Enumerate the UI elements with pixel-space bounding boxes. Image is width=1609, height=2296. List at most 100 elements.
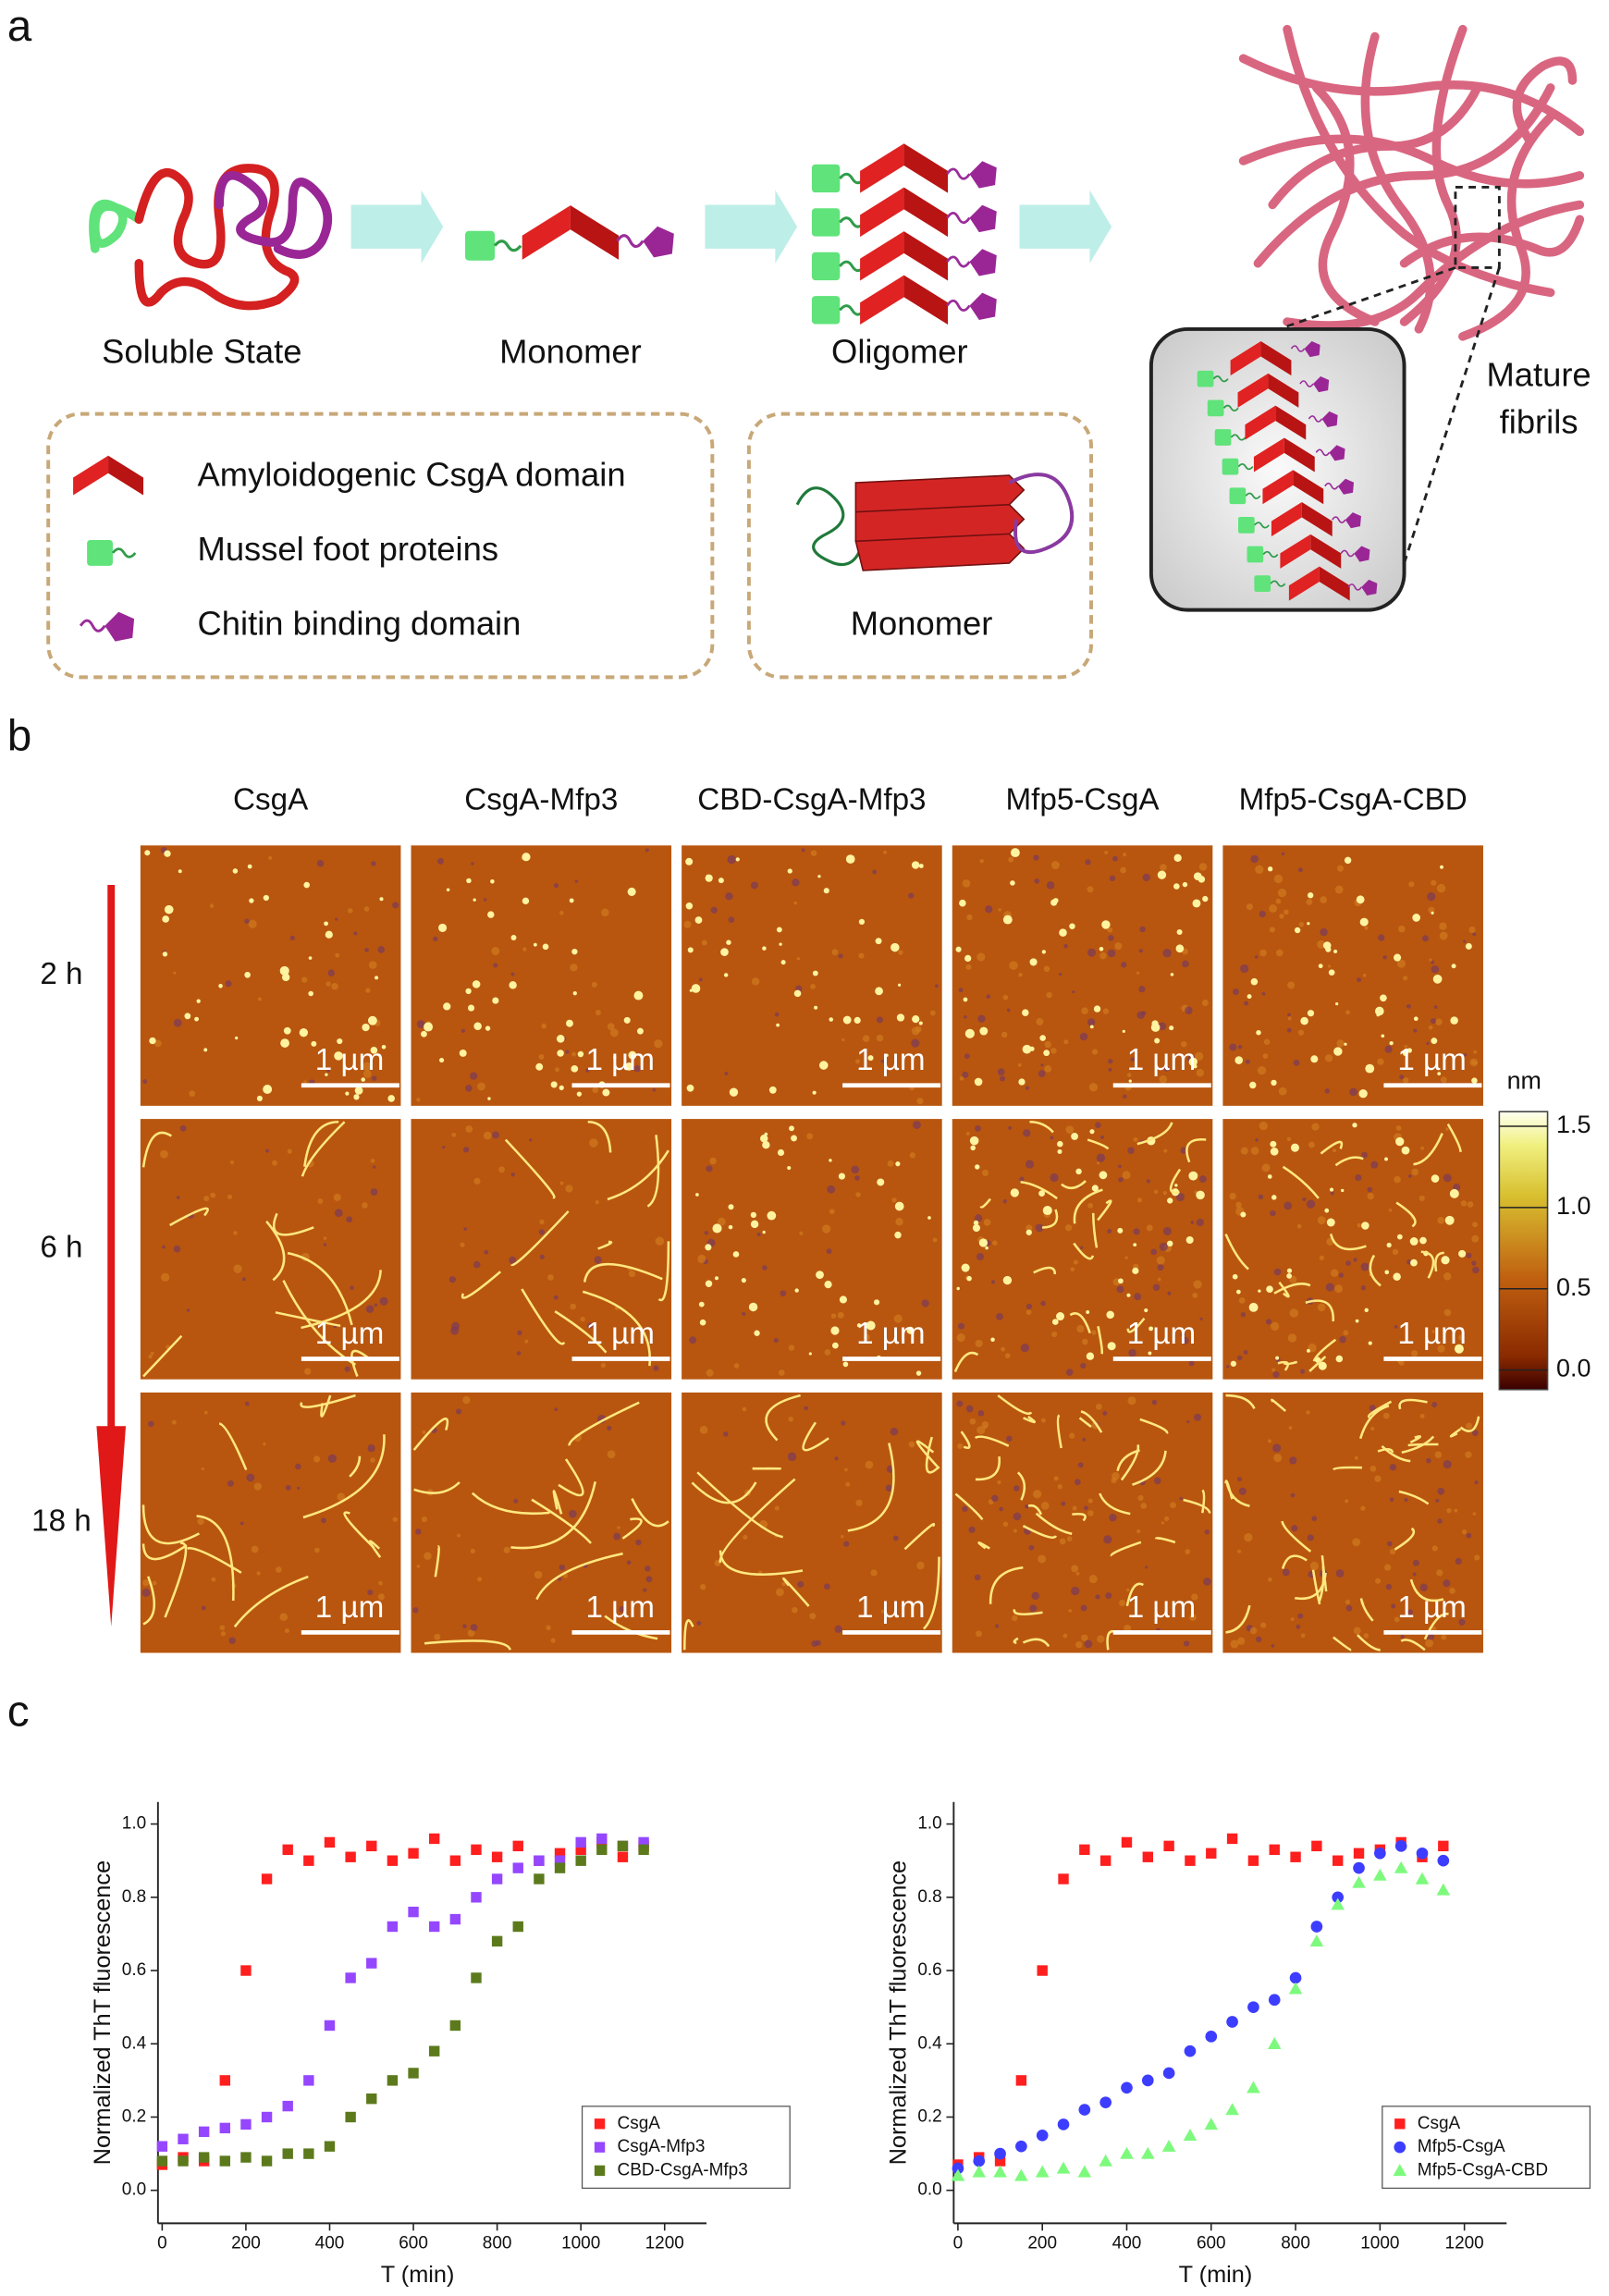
afm-texture — [1394, 1325, 1398, 1329]
afm-particle — [689, 988, 693, 992]
data-point — [240, 2118, 252, 2130]
data-point — [1057, 2118, 1070, 2130]
afm-fibril — [1420, 1250, 1435, 1279]
afm-particle — [572, 991, 577, 996]
afm-fibril — [1333, 1636, 1352, 1651]
afm-particle — [1333, 1047, 1343, 1056]
data-point — [554, 1855, 566, 1866]
afm-texture — [1440, 1076, 1447, 1084]
afm-particle — [978, 1238, 989, 1247]
afm-texture — [811, 1639, 818, 1647]
afm-texture — [809, 1613, 817, 1620]
afm-texture — [1273, 1268, 1282, 1276]
afm-texture — [1272, 1370, 1280, 1379]
stage-label: Soluble State — [102, 332, 301, 370]
afm-particle — [732, 1251, 740, 1258]
afm-texture — [203, 1196, 210, 1202]
afm-fibril — [1016, 1471, 1026, 1501]
afm-texture — [1471, 1060, 1476, 1064]
afm-texture — [1017, 1062, 1022, 1067]
afm-texture — [1114, 942, 1123, 951]
afm-particle — [467, 1004, 475, 1012]
afm-particle — [895, 1161, 901, 1167]
afm-texture — [327, 1454, 338, 1463]
afm-fibril — [461, 1271, 502, 1299]
afm-particle — [1324, 1208, 1330, 1213]
afm-texture — [1038, 1554, 1047, 1564]
afm-particle — [1384, 1157, 1388, 1161]
afm-texture — [1105, 1592, 1112, 1600]
afm-texture — [1412, 1559, 1419, 1566]
afm-texture — [1013, 1529, 1017, 1533]
afm-particle — [387, 1095, 395, 1102]
afm-particle — [762, 946, 767, 951]
afm-fibril — [1278, 1281, 1290, 1298]
afm-texture — [253, 1482, 263, 1491]
afm-texture — [1040, 1300, 1046, 1307]
afm-particle — [1410, 1259, 1418, 1267]
afm-texture — [1050, 861, 1060, 869]
afm-particle — [522, 853, 531, 862]
afm-texture — [275, 1566, 282, 1573]
afm-particle — [1344, 1042, 1347, 1046]
afm-texture — [421, 1516, 428, 1523]
afm-texture — [371, 1075, 377, 1081]
csga-icon — [522, 205, 620, 260]
data-point — [156, 2155, 168, 2167]
afm-texture — [534, 1570, 543, 1579]
afm-particle — [1359, 917, 1369, 927]
afm-fibril — [320, 1394, 332, 1418]
afm-texture — [1431, 879, 1437, 886]
afm-texture — [1273, 1454, 1283, 1463]
x-tick-label: 0 — [953, 2234, 964, 2253]
afm-texture — [1377, 1058, 1384, 1065]
afm-particle — [263, 894, 269, 902]
afm-particle — [1376, 1013, 1380, 1017]
afm-texture — [362, 1062, 372, 1072]
afm-texture — [558, 1577, 562, 1581]
y-axis-title: Normalized ThT fluorescence — [90, 1860, 116, 2165]
afm-texture — [601, 908, 609, 917]
afm-particle — [918, 1021, 923, 1025]
afm-particle — [194, 1016, 199, 1022]
afm-particle — [854, 1016, 861, 1025]
afm-particle — [1148, 1326, 1154, 1332]
afm-particle — [311, 1040, 317, 1047]
data-point — [1247, 2001, 1259, 2013]
afm-texture — [1229, 1043, 1237, 1051]
afm-particle — [970, 1145, 976, 1151]
afm-texture — [256, 1571, 261, 1576]
afm-particle — [1154, 1037, 1161, 1044]
afm-texture — [863, 1333, 870, 1341]
afm-texture — [1255, 865, 1264, 874]
afm-texture — [796, 956, 801, 961]
data-point — [1225, 2103, 1239, 2116]
afm-texture — [1186, 1419, 1190, 1424]
afm-texture — [1296, 1223, 1302, 1229]
afm-particle — [1368, 1341, 1372, 1345]
afm-texture — [314, 1547, 320, 1553]
afm-particle — [325, 1073, 328, 1076]
afm-texture — [517, 1330, 522, 1336]
afm-particle — [178, 869, 182, 874]
afm-particle — [1039, 1035, 1046, 1041]
afm-particle — [750, 1220, 759, 1229]
afm-texture — [462, 1624, 467, 1628]
afm-fibril — [1097, 1199, 1112, 1222]
afm-texture — [219, 1625, 226, 1631]
data-point — [1058, 1873, 1069, 1885]
afm-fibril — [1318, 1565, 1325, 1602]
afm-fibril — [1099, 1492, 1131, 1516]
afm-fibril — [169, 1207, 209, 1227]
x-tick-label: 1000 — [561, 2234, 600, 2253]
afm-particle — [831, 1342, 839, 1349]
afm-fibril — [1061, 1180, 1087, 1190]
afm-texture — [1162, 1226, 1172, 1236]
data-point — [449, 1855, 461, 1866]
inset — [1148, 326, 1406, 612]
afm-fibril — [1013, 1609, 1043, 1615]
afm-texture — [1431, 964, 1440, 974]
afm-texture — [1075, 1571, 1080, 1576]
afm-texture — [982, 1169, 989, 1176]
afm-texture — [965, 964, 972, 970]
